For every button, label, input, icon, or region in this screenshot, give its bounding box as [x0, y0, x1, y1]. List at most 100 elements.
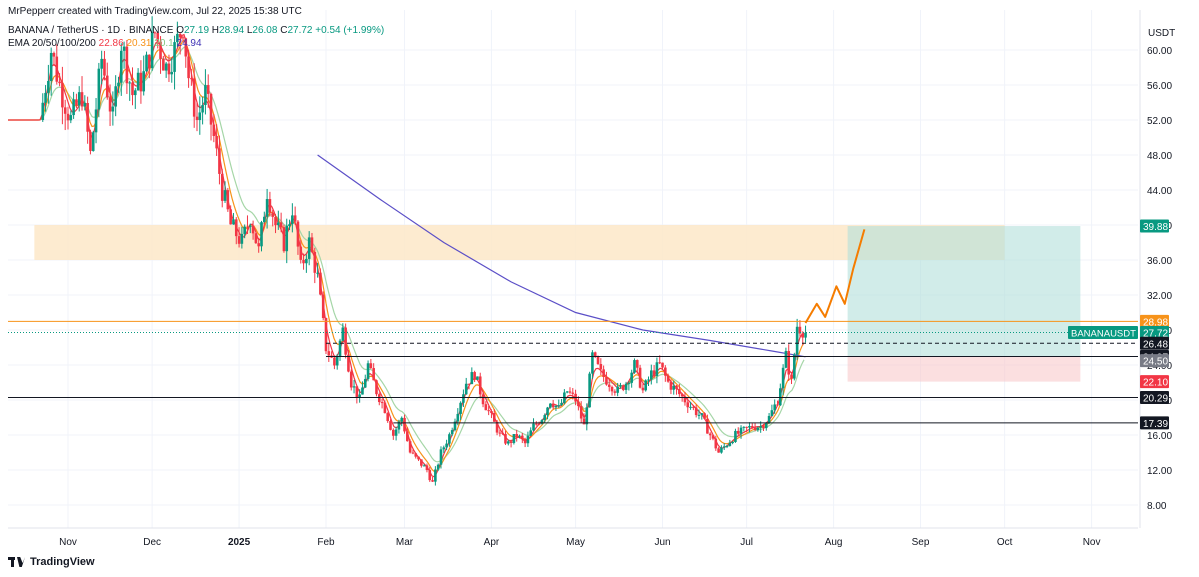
candle-body [764, 422, 768, 429]
candle-body [742, 426, 746, 428]
candle-body [781, 367, 785, 389]
candle-body [661, 362, 664, 368]
candle-body [434, 469, 437, 482]
candle-body [232, 219, 235, 225]
candle-body [526, 435, 530, 444]
candle-body [686, 402, 690, 408]
candle-body [316, 272, 319, 274]
candle-body [439, 449, 443, 465]
candle-body [607, 384, 611, 387]
brand-name: TradingView [30, 556, 95, 568]
open-value: 27.19 [183, 25, 210, 36]
candle-body [442, 447, 446, 450]
candle-body [736, 430, 740, 434]
candle-body [470, 372, 474, 385]
x-tick-label: Dec [143, 537, 161, 548]
y-tick-label: 60.00 [1147, 46, 1172, 57]
candle-body [234, 219, 238, 237]
candle-body [506, 441, 510, 444]
candle-body [498, 432, 502, 434]
candle-body [145, 54, 148, 72]
candle-body [131, 82, 134, 96]
price-axis[interactable]: 8.0012.0016.0020.0024.0028.0032.0036.004… [1147, 46, 1172, 512]
candle-body [773, 404, 776, 411]
candle-body [750, 426, 754, 428]
candle-body [355, 386, 359, 398]
candle-body [190, 78, 193, 80]
candle-body [478, 376, 482, 395]
y-tick-label: 32.00 [1147, 291, 1172, 302]
high-value: 28.94 [219, 25, 245, 36]
candle-body [678, 389, 681, 395]
candle-body [762, 426, 765, 429]
candle-body [624, 383, 628, 390]
candle-body [248, 225, 252, 227]
candle-body [94, 109, 98, 133]
candle-body [369, 363, 373, 369]
candle-body [745, 426, 748, 428]
x-tick-label: May [566, 537, 585, 548]
candle-body [268, 199, 272, 213]
candle-body [655, 362, 659, 377]
candle-body [476, 376, 479, 380]
candle-body [664, 367, 667, 376]
candle-body [195, 116, 199, 121]
x-tick-label: Apr [484, 537, 500, 548]
candle-body [170, 71, 174, 75]
candle-body [428, 470, 432, 481]
ema-label[interactable]: EMA 20/50/100/200 [8, 38, 96, 49]
candle-body [254, 233, 258, 244]
candle-body [142, 71, 146, 92]
candle-body [341, 327, 345, 341]
candle-body [327, 351, 331, 356]
close-value: 27.72 [287, 25, 313, 36]
candle-body [509, 441, 513, 443]
candle-body [117, 82, 120, 87]
candle-body [77, 92, 81, 106]
candle-body [240, 233, 244, 244]
low-value: 26.08 [252, 25, 278, 36]
price-label-bg [1140, 336, 1169, 350]
candle-body [361, 387, 364, 395]
candle-body [692, 406, 695, 408]
y-tick-label: 12.00 [1147, 466, 1172, 477]
symbol-tag: BANANAUSDT [1071, 328, 1136, 339]
symbol-name[interactable]: BANANA / TetherUS · 1D · BINANCE [8, 25, 174, 36]
candle-body [689, 406, 692, 408]
candle-body [49, 52, 53, 81]
ema-legend: EMA 20/50/100/200 22.86 20.31 20.1 24.94 [8, 38, 202, 49]
candle-body [739, 427, 743, 434]
candle-body [672, 385, 676, 390]
candle-body [105, 75, 109, 98]
candle-body [537, 423, 541, 425]
candle-body [184, 38, 188, 57]
candle-body [551, 403, 555, 408]
candle-body [229, 209, 232, 225]
candle-body [666, 375, 670, 382]
candle-body [784, 351, 788, 368]
time-axis[interactable]: Nov Dec 2025 Feb Mar Apr May Jun Jul Aug Sep Oct Nov [59, 537, 1100, 548]
open-label: O [176, 25, 184, 36]
candle-body [790, 374, 793, 379]
tradingview-logo[interactable]: TradingView [8, 556, 95, 568]
candle-body [779, 388, 782, 406]
x-tick-label: Nov [1083, 537, 1101, 548]
candle-body [703, 413, 706, 419]
candle-body [512, 434, 516, 443]
candle-body [588, 373, 591, 408]
candle-body [192, 78, 196, 117]
low-label: L [246, 25, 253, 36]
tradingview-icon [8, 557, 26, 567]
candle-body [728, 442, 732, 446]
candle-body [366, 363, 370, 380]
change-value: +0.54 (+1.99%) [315, 25, 385, 36]
candle-body [263, 216, 266, 223]
x-tick-label: Oct [997, 537, 1013, 548]
candle-body [218, 148, 221, 174]
candle-body [616, 386, 619, 393]
candle-body [621, 385, 625, 390]
currency-label[interactable]: USDT [1148, 28, 1176, 39]
candle-body [153, 32, 157, 34]
ema200-line [317, 154, 806, 358]
